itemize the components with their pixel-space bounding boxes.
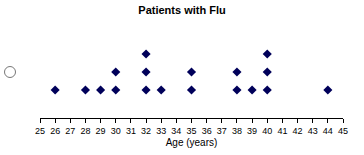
svg-text:35: 35 — [186, 126, 196, 136]
svg-text:30: 30 — [111, 126, 121, 136]
svg-text:36: 36 — [202, 126, 212, 136]
svg-text:41: 41 — [277, 126, 287, 136]
svg-text:40: 40 — [262, 126, 272, 136]
svg-text:44: 44 — [323, 126, 333, 136]
svg-text:43: 43 — [308, 126, 318, 136]
svg-text:26: 26 — [50, 126, 60, 136]
svg-text:25: 25 — [35, 126, 45, 136]
svg-text:29: 29 — [96, 126, 106, 136]
svg-text:45: 45 — [338, 126, 348, 136]
svg-text:28: 28 — [80, 126, 90, 136]
svg-text:Age (years): Age (years) — [166, 137, 218, 148]
svg-text:37: 37 — [217, 126, 227, 136]
svg-text:34: 34 — [171, 126, 181, 136]
svg-text:42: 42 — [293, 126, 303, 136]
svg-text:38: 38 — [232, 126, 242, 136]
svg-text:32: 32 — [141, 126, 151, 136]
svg-text:27: 27 — [65, 126, 75, 136]
svg-text:39: 39 — [247, 126, 257, 136]
svg-text:33: 33 — [156, 126, 166, 136]
svg-text:Patients with Flu: Patients with Flu — [138, 4, 225, 16]
svg-text:31: 31 — [126, 126, 136, 136]
